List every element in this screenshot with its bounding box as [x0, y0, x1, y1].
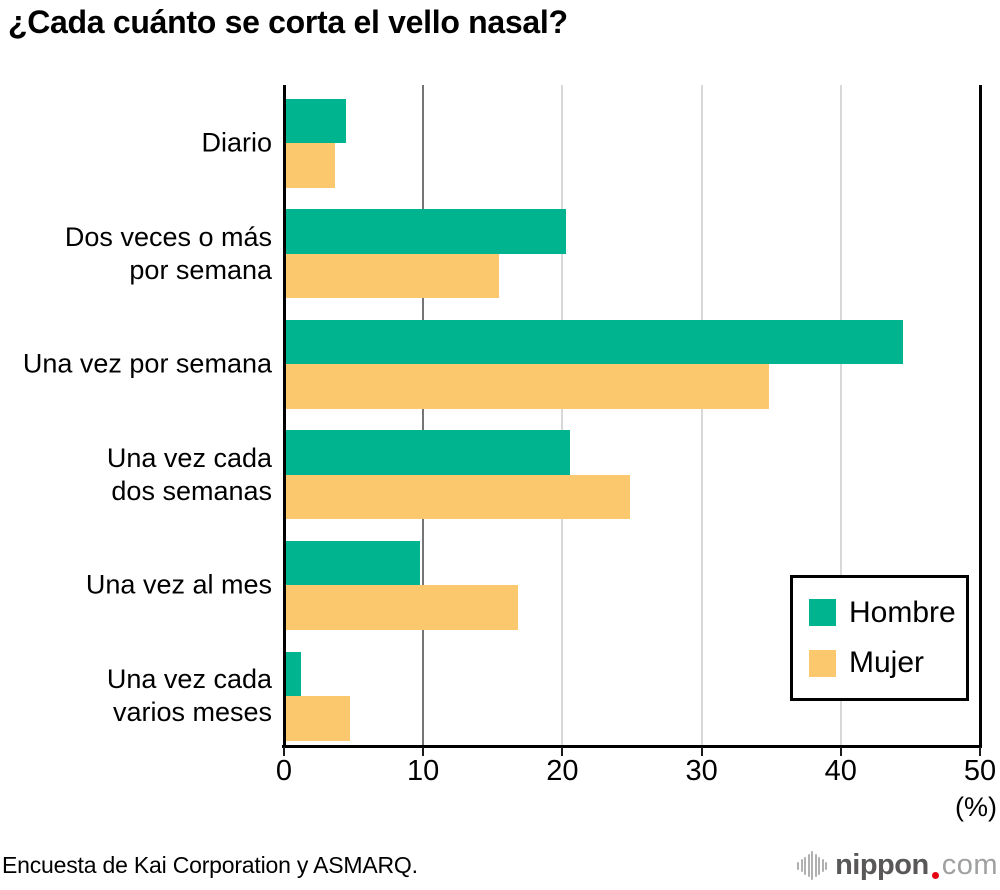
tick-20 [561, 747, 564, 756]
category-label-5: Una vez cada varios meses [106, 664, 272, 727]
source-note: Encuesta de Kai Corporation y ASMARQ. [2, 852, 418, 878]
category-label-3: Una vez cada dos semanas [106, 442, 272, 506]
gridline-0 [282, 85, 286, 747]
gridline-40 [839, 85, 842, 747]
tick-10 [422, 747, 425, 756]
bar-hombre-0 [286, 98, 346, 143]
gridline-50 [978, 85, 982, 747]
tick-label-0: 0 [275, 755, 293, 787]
bar-hombre-2 [286, 319, 903, 365]
soundwave-icon [797, 851, 828, 880]
tick-label-10: 10 [407, 755, 440, 787]
bar-hombre-1 [286, 209, 566, 254]
gridline-10 [422, 85, 425, 747]
tick-label-20: 20 [546, 755, 579, 787]
bar-hombre-3 [286, 430, 570, 475]
logo-dot: . [931, 872, 939, 879]
bar-mujer-2 [286, 364, 770, 409]
tick-40 [839, 747, 842, 756]
category-label-1: Dos veces o más por semana [64, 221, 272, 285]
footer: Encuesta de Kai Corporation y ASMARQ. ni… [2, 843, 998, 888]
tick-50 [979, 747, 981, 756]
nippon-logo: nippon . com [797, 849, 998, 882]
bar-mujer-1 [286, 253, 499, 299]
bar-mujer-3 [286, 474, 630, 520]
legend-label-mujer: Mujer [849, 646, 925, 680]
tick-label-40: 40 [824, 755, 857, 787]
legend: Hombre Mujer [790, 575, 969, 701]
plot-area: 0 10 20 30 40 50 [276, 85, 996, 787]
tick-0 [283, 747, 285, 756]
x-axis-unit-label: (%) [955, 792, 997, 822]
x-axis-line [282, 745, 982, 748]
chart-title: ¿Cada cuánto se corta el vello nasal? [8, 4, 568, 40]
category-label-4: Una vez al mes [85, 569, 272, 600]
tick-30 [700, 747, 703, 756]
legend-label-hombre: Hombre [849, 595, 956, 629]
tick-label-30: 30 [685, 755, 718, 787]
legend-item-hombre: Hombre [809, 595, 966, 629]
logo-brand-text: nippon [835, 849, 929, 881]
bar-mujer-5 [286, 696, 351, 741]
category-label-0: Diario [201, 127, 272, 158]
bar-hombre-4 [286, 540, 420, 586]
bar-mujer-4 [286, 585, 519, 630]
tick-label-50: 50 [963, 755, 997, 787]
category-label-2: Una vez por semana [22, 348, 272, 379]
bar-mujer-0 [286, 143, 335, 188]
legend-swatch-mujer [809, 649, 836, 677]
legend-swatch-hombre [809, 599, 836, 627]
bar-hombre-5 [286, 651, 302, 696]
logo-suffix-text: com [941, 849, 998, 881]
legend-item-mujer: Mujer [809, 647, 966, 679]
gridline-20 [561, 85, 564, 747]
gridline-30 [700, 85, 703, 747]
